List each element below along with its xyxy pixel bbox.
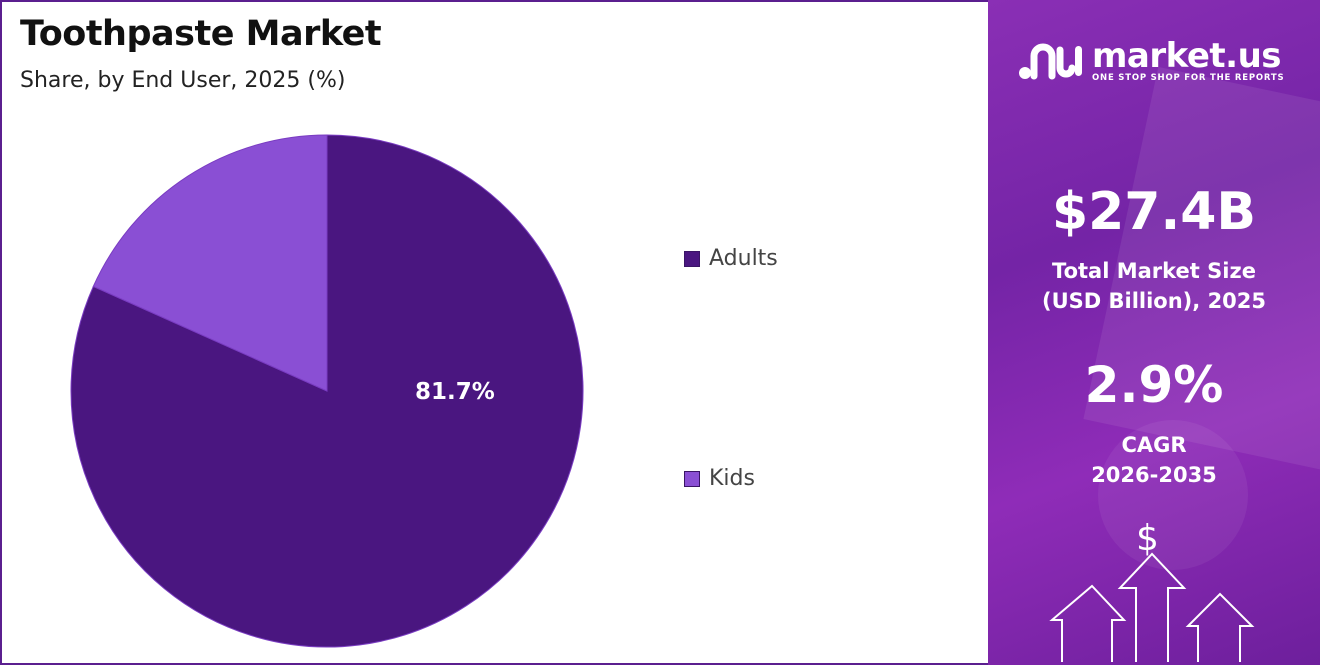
market-size-label-line2: (USD Billion), 2025 (1041, 289, 1267, 313)
legend-swatch-kids (684, 470, 700, 487)
legend-label-adults: Adults (709, 246, 778, 271)
market-size-label-line1: Total Market Size (1052, 259, 1256, 283)
brand-tagline: ONE STOP SHOP FOR THE REPORTS (1092, 73, 1285, 83)
background-decoration (1098, 420, 1248, 570)
chart-subtitle: Share, by End User, 2025 (%) (20, 68, 346, 93)
cagr-label-line1: CAGR (1121, 433, 1187, 457)
summary-panel: market.us ONE STOP SHOP FOR THE REPORTS … (988, 0, 1320, 665)
pie-slice-kids (92, 134, 328, 392)
arrow-up-icon (1049, 552, 1255, 662)
brand-logo-icon (1019, 43, 1082, 79)
pie-chart: 81.7% (70, 134, 584, 648)
brand-name: market.us (1092, 36, 1282, 76)
chart-panel: Toothpaste Market Share, by End User, 20… (0, 0, 988, 665)
pie-slice-adults (70, 134, 584, 648)
legend-item-adults: Adults (684, 246, 778, 271)
chart-title: Toothpaste Market (20, 14, 382, 54)
legend-swatch-adults (684, 250, 700, 267)
data-label-adults: 81.7% (415, 379, 495, 405)
dollar-icon: $ (1136, 518, 1159, 559)
legend-item-kids: Kids (684, 466, 755, 491)
cagr-value: 2.9% (1084, 356, 1224, 414)
brand-logo: market.us ONE STOP SHOP FOR THE REPORTS (1018, 36, 1285, 83)
legend-label-kids: Kids (709, 466, 755, 491)
market-size-value: $27.4B (1051, 182, 1257, 242)
cagr-label-line2: 2026-2035 (1091, 463, 1217, 487)
